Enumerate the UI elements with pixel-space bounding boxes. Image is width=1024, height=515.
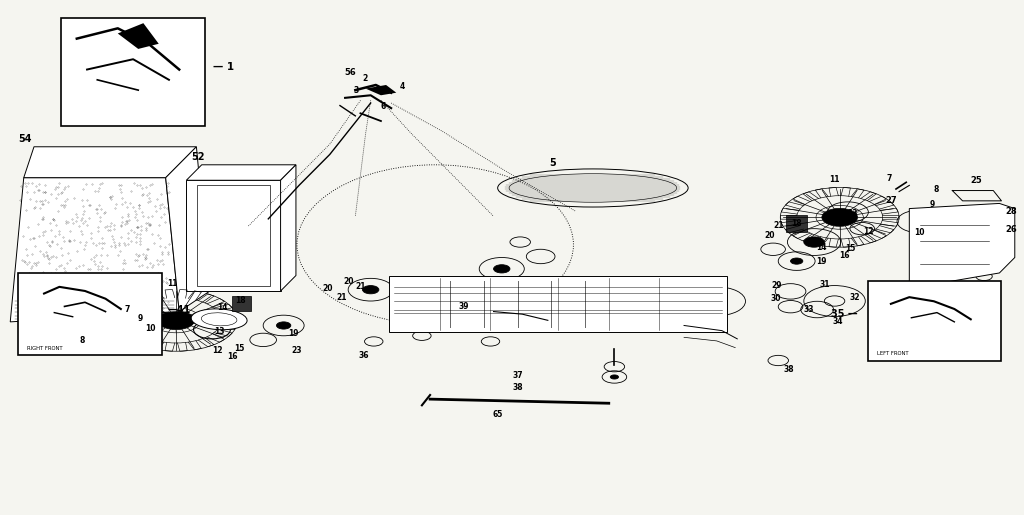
Polygon shape xyxy=(166,147,210,312)
Text: 8: 8 xyxy=(79,336,85,346)
Text: 33: 33 xyxy=(804,305,814,314)
Polygon shape xyxy=(909,203,1015,288)
Circle shape xyxy=(804,237,824,247)
Text: 19: 19 xyxy=(289,329,299,338)
Polygon shape xyxy=(186,165,296,180)
Circle shape xyxy=(791,258,803,264)
Text: 11: 11 xyxy=(829,175,840,184)
Polygon shape xyxy=(10,178,179,322)
Text: 11: 11 xyxy=(167,279,177,288)
Polygon shape xyxy=(366,85,396,95)
Circle shape xyxy=(100,321,113,328)
Ellipse shape xyxy=(191,309,247,330)
Bar xyxy=(232,296,251,311)
Bar xyxy=(18,273,162,355)
Circle shape xyxy=(494,265,510,273)
Bar xyxy=(61,18,205,126)
Text: 21: 21 xyxy=(773,220,783,230)
Text: 10: 10 xyxy=(914,228,925,237)
Circle shape xyxy=(610,375,618,379)
Circle shape xyxy=(158,311,195,330)
Bar xyxy=(186,180,281,291)
Text: 23: 23 xyxy=(292,346,302,355)
Text: —41: —41 xyxy=(168,304,191,315)
Bar xyxy=(868,281,1001,360)
Circle shape xyxy=(915,219,924,224)
Text: 36: 36 xyxy=(358,351,369,360)
Text: 7: 7 xyxy=(886,174,892,183)
Polygon shape xyxy=(118,23,159,49)
Text: LEFT FRONT: LEFT FRONT xyxy=(877,351,908,356)
Text: 12: 12 xyxy=(212,346,222,355)
Polygon shape xyxy=(281,165,296,291)
Text: 21: 21 xyxy=(337,293,347,302)
Text: 26: 26 xyxy=(1006,225,1017,234)
Text: 12: 12 xyxy=(863,227,873,236)
Circle shape xyxy=(822,209,857,226)
Text: 14: 14 xyxy=(816,243,826,252)
Text: 54: 54 xyxy=(18,133,32,144)
Text: 9: 9 xyxy=(137,314,143,323)
Text: 5: 5 xyxy=(549,158,556,168)
Text: 31: 31 xyxy=(819,280,829,288)
Text: 9: 9 xyxy=(929,200,935,209)
Text: 28: 28 xyxy=(1006,207,1017,216)
Text: 20: 20 xyxy=(343,277,353,286)
Text: 7: 7 xyxy=(124,304,130,314)
Text: 15: 15 xyxy=(234,344,245,353)
Text: 20: 20 xyxy=(323,284,333,293)
Text: 8: 8 xyxy=(933,184,939,194)
Bar xyxy=(786,215,807,232)
Bar xyxy=(389,276,727,332)
Text: 39: 39 xyxy=(458,302,469,311)
Text: 30: 30 xyxy=(771,294,781,303)
Text: 37: 37 xyxy=(512,371,523,381)
Circle shape xyxy=(165,315,187,326)
Text: 21: 21 xyxy=(355,282,366,291)
Text: 20: 20 xyxy=(765,231,775,240)
Text: 16: 16 xyxy=(840,251,850,261)
Text: 10: 10 xyxy=(145,323,156,333)
Text: 32: 32 xyxy=(850,293,860,302)
Text: 2: 2 xyxy=(362,74,368,83)
Text: 34: 34 xyxy=(833,317,843,327)
Text: 27: 27 xyxy=(886,196,897,205)
Text: — 1: — 1 xyxy=(213,62,234,72)
Circle shape xyxy=(670,312,682,318)
Circle shape xyxy=(828,212,850,223)
Text: 13: 13 xyxy=(214,327,224,336)
Text: 38: 38 xyxy=(783,365,794,374)
Polygon shape xyxy=(24,147,197,178)
Text: 38: 38 xyxy=(512,383,523,392)
Circle shape xyxy=(276,322,291,329)
Text: 18: 18 xyxy=(236,296,246,305)
Text: 3: 3 xyxy=(353,85,358,95)
Text: 25: 25 xyxy=(970,176,982,185)
Text: 14: 14 xyxy=(217,303,227,312)
Text: 52: 52 xyxy=(191,151,205,162)
Bar xyxy=(197,185,270,286)
Text: 4: 4 xyxy=(399,81,404,91)
Text: 19: 19 xyxy=(816,256,826,266)
Text: 65: 65 xyxy=(493,410,503,419)
Text: 29: 29 xyxy=(771,281,781,290)
Circle shape xyxy=(362,285,379,294)
Text: 56: 56 xyxy=(344,67,355,77)
Text: 18: 18 xyxy=(792,219,802,228)
Text: 35 —: 35 — xyxy=(831,308,858,319)
Text: 6: 6 xyxy=(381,102,386,111)
Text: 16: 16 xyxy=(227,352,238,361)
Text: RIGHT FRONT: RIGHT FRONT xyxy=(27,346,62,351)
Text: 15: 15 xyxy=(845,244,855,253)
Text: 13: 13 xyxy=(847,209,857,218)
